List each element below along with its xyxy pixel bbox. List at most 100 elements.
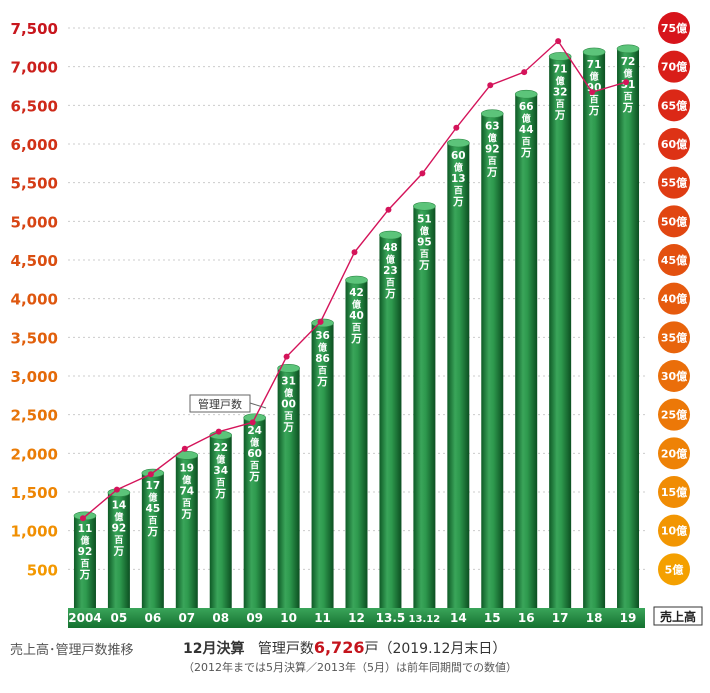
right-tick-circle [658, 398, 690, 431]
sales-bar-label: 71 [553, 63, 568, 75]
x-tick-label: 14 [450, 611, 467, 625]
sales-bar-label: 百 [420, 249, 429, 260]
sales-bar-label: 60 [247, 448, 262, 460]
sales-bar-label: 17 [146, 480, 161, 492]
right-axis-unit: 売上高 [653, 606, 703, 626]
sales-bar-label: 51 [417, 213, 432, 225]
sales-bar-label: 22 [213, 442, 228, 454]
units-suffix: 戸（2019.12月末日） [364, 641, 507, 657]
x-tick-label: 13.5 [376, 611, 406, 625]
sales-bar-label: 百 [250, 460, 259, 471]
right-axis-unit-box [653, 606, 703, 626]
sales-bar-label: 万 [622, 102, 634, 114]
sales-bar [73, 515, 96, 608]
sales-bar-cap [345, 275, 368, 285]
left-tick-label: 1,000 [11, 523, 58, 541]
sales-bar-label: 14 [112, 500, 127, 512]
units-point [351, 249, 358, 256]
units-point [385, 206, 392, 213]
units-point [487, 82, 494, 89]
right-tick-label: 45億 [661, 253, 687, 267]
right-axis-ticks: 75億 70億 65億 60億 55億 50億 45億 40億 35億 30億 25億 20億 15億 1… [658, 12, 690, 586]
sales-bar-cap [277, 363, 300, 373]
sales-bar-label: 44 [519, 124, 534, 136]
x-axis-band-bg [68, 608, 645, 628]
x-tick-label: 05 [111, 611, 128, 625]
sales-bar-label: 92 [485, 144, 500, 156]
sales-bar-label: 億 [454, 161, 463, 173]
sales-bar-cap [514, 89, 538, 99]
units-point [589, 89, 596, 96]
right-tick-label: 35億 [661, 330, 687, 344]
sales-bar-label: 66 [519, 101, 534, 113]
sales-bar-label: 45 [146, 503, 161, 515]
sales-bar-label: 42 [349, 287, 364, 299]
left-tick-label: 4,000 [11, 291, 58, 309]
units-point [555, 38, 562, 45]
x-tick-label: 19 [620, 611, 637, 625]
sales-bar-label: 億 [284, 387, 293, 399]
x-tick-label: 06 [145, 611, 162, 625]
x-tick-label: 15 [484, 611, 501, 625]
sales-bar-label: 万 [554, 109, 566, 121]
sales-bar-label: 48 [383, 242, 398, 254]
sales-bar-label: 60 [451, 150, 466, 162]
sales-bar-label: 百 [216, 478, 225, 489]
sales-bar-cap [447, 138, 470, 148]
sales-bar-label: 百 [148, 516, 157, 527]
sales-bar-label: 万 [418, 259, 430, 271]
sales-bar-label: 万 [520, 147, 532, 159]
right-tick-label: 25億 [661, 408, 687, 422]
x-tick-label: 13.12 [409, 614, 441, 625]
sales-bar-label: 36 [315, 330, 330, 342]
sales-bar-cap [582, 47, 606, 57]
sales-bar-label: 万 [486, 167, 498, 179]
units-point [453, 124, 460, 131]
right-tick-label: 30億 [661, 369, 687, 383]
units-line [79, 38, 630, 522]
sales-bar-label: 百 [590, 94, 599, 105]
left-tick-label: 6,500 [11, 97, 58, 115]
left-tick-label: 2,000 [11, 445, 58, 463]
x-tick-label: 11 [314, 611, 331, 625]
sales-bar-label: 億 [80, 534, 89, 546]
left-tick-label: 500 [27, 561, 58, 579]
sales-bar-cap [413, 201, 436, 211]
sales-bar-label: 億 [590, 70, 599, 82]
right-tick-label: 5億 [665, 562, 684, 576]
left-tick-label: 4,500 [11, 252, 58, 270]
sales-bar-label: 億 [182, 474, 191, 486]
right-tick-label: 75億 [661, 21, 687, 35]
right-tick-label: 15億 [661, 485, 687, 499]
right-tick-circle [658, 12, 690, 44]
x-tick-label: 17 [552, 611, 569, 625]
sales-bar-label: 92 [112, 523, 127, 535]
sales-bar-label: 万 [214, 488, 226, 500]
right-tick-circle [658, 50, 690, 83]
sales-bar [481, 113, 504, 608]
sales-bar-label: 19 [179, 462, 194, 474]
units-prefix: 管理戸数 [257, 641, 314, 657]
sales-bar-label: 億 [386, 254, 395, 266]
sales-bar-label: 百 [386, 278, 395, 289]
units-point [419, 170, 426, 177]
sales-bar-label: 71 [587, 59, 602, 71]
line-legend: 管理戸数 [189, 394, 267, 413]
sales-bar-label: 万 [282, 421, 294, 433]
sales-bar-label: 72 [621, 56, 636, 68]
sales-bar-label: 億 [522, 113, 531, 125]
sales-bar-label: 億 [352, 299, 361, 311]
line-legend-pointer [249, 402, 267, 409]
right-tick-circle [658, 360, 690, 392]
sales-bar [413, 206, 436, 608]
sales-bar-label: 万 [350, 333, 362, 345]
right-tick-circle [658, 553, 690, 586]
x-tick-label: 09 [246, 611, 263, 625]
sales-bar-label: 86 [315, 353, 330, 365]
sales-bar-label: 万 [588, 105, 600, 117]
sales-bar-label: 万 [316, 376, 328, 388]
right-tick-label: 50億 [661, 214, 687, 228]
sales-bar-label: 億 [488, 132, 497, 144]
sales-bar-cap [480, 109, 504, 118]
sales-bar-label: 百 [488, 156, 497, 167]
